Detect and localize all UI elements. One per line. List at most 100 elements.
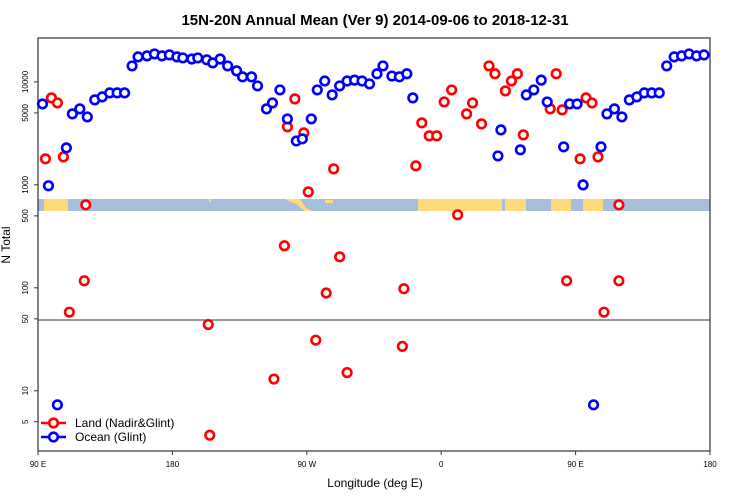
data-point [410, 160, 422, 172]
data-point [535, 74, 547, 86]
data-point [328, 163, 340, 175]
legend-label: Land (Nadir&Glint) [75, 416, 174, 430]
land-africa-east [505, 199, 526, 211]
data-point [66, 108, 78, 120]
data-point [587, 399, 600, 411]
data-point [81, 111, 93, 123]
land-arabia [551, 199, 571, 211]
map-ocean-band [38, 199, 710, 211]
map-land [44, 199, 603, 211]
y-tick-label: 100 [21, 281, 30, 295]
data-point [511, 68, 523, 80]
legend-marker [47, 417, 60, 429]
data-point [550, 68, 562, 80]
data-point [608, 103, 621, 115]
data-point [541, 96, 553, 108]
data-point [326, 89, 338, 101]
data-point [499, 85, 512, 97]
data-point [595, 141, 607, 153]
data-point [204, 429, 216, 441]
data-point [78, 275, 90, 287]
y-tick-label: 5 [21, 419, 30, 424]
data-point [236, 71, 249, 83]
data-point [39, 153, 52, 165]
data-point [371, 68, 383, 80]
data-point [613, 199, 625, 211]
data-point [42, 180, 55, 192]
data-point [505, 75, 517, 87]
data-point [460, 108, 473, 120]
data-point [556, 104, 568, 116]
x-axis-label: Longitude (deg E) [327, 476, 422, 490]
data-point [302, 186, 314, 198]
data-point [319, 75, 331, 87]
land-se-asia [44, 199, 68, 211]
data-point [305, 113, 317, 125]
data-point [466, 97, 479, 109]
data-point [616, 111, 628, 123]
data-point [202, 318, 214, 331]
data-point [192, 52, 204, 64]
map-strip [38, 199, 710, 211]
data-point [438, 96, 450, 108]
data-point [416, 117, 428, 129]
x-tick-label: 90 E [567, 460, 583, 469]
data-point [377, 60, 389, 72]
data-point [653, 87, 665, 99]
data-point [661, 60, 673, 72]
data-point [245, 71, 258, 83]
data-point [126, 60, 138, 72]
x-tick-label: 0 [439, 460, 444, 469]
y-axis: 5 10 50 100 500 1000 5000 10000 [21, 70, 38, 424]
data-point [475, 118, 488, 130]
data-point [63, 306, 75, 318]
data-point [396, 340, 408, 352]
data-point [571, 98, 583, 110]
data-point [520, 89, 532, 101]
plot-frame [37, 37, 711, 452]
series-land [39, 60, 625, 441]
data-point [222, 60, 234, 72]
data-point [278, 240, 291, 252]
land-hawaii [209, 199, 211, 202]
data-point [289, 93, 301, 105]
data-point [586, 97, 598, 109]
data-point [310, 334, 322, 346]
x-tick-label: 90 W [297, 460, 316, 469]
data-point [119, 87, 131, 99]
data-point [251, 80, 264, 92]
data-point [132, 51, 144, 63]
y-tick-label: 1000 [21, 175, 30, 193]
data-point [281, 113, 293, 125]
data-point [446, 84, 458, 96]
data-point [598, 306, 610, 318]
data-point [401, 68, 413, 80]
data-point [60, 142, 72, 154]
data-point [214, 53, 226, 65]
legend-label: Ocean (Glint) [75, 430, 146, 444]
data-point [296, 133, 308, 145]
data-point [561, 275, 573, 287]
land-india [583, 199, 603, 211]
x-axis: 90 E 180 90 W 0 90 E 180 [30, 451, 717, 469]
y-tick-label: 10 [21, 386, 30, 395]
land-central-america [285, 199, 312, 211]
data-point [398, 283, 410, 295]
data-point [320, 287, 332, 299]
data-point [489, 68, 501, 80]
data-point [452, 209, 464, 221]
data-point [431, 130, 443, 142]
data-point [274, 84, 286, 96]
data-point [592, 151, 604, 163]
y-tick-label: 5000 [21, 103, 30, 121]
data-point [574, 153, 586, 165]
legend: Land (Nadir&Glint)Ocean (Glint) [41, 416, 174, 444]
legend-marker [47, 431, 60, 443]
data-point [51, 399, 64, 411]
data-point [558, 141, 570, 153]
x-tick-label: 90 E [30, 460, 46, 469]
data-point [495, 124, 507, 136]
data-point [334, 80, 346, 92]
data-point [483, 60, 495, 72]
